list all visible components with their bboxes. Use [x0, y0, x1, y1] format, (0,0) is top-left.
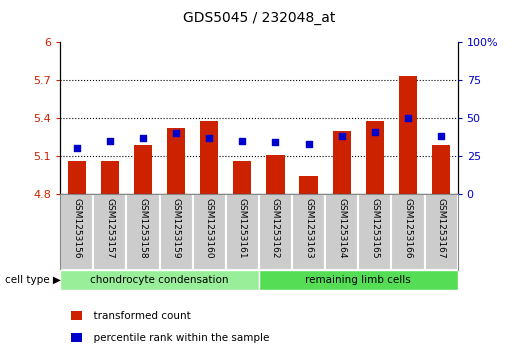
Bar	[266, 155, 285, 194]
Bar	[259, 270, 458, 290]
Text: GSM1253162: GSM1253162	[271, 198, 280, 258]
Text: GSM1253161: GSM1253161	[238, 198, 247, 259]
Bar	[399, 76, 417, 194]
Point	[304, 141, 313, 147]
Point	[337, 133, 346, 139]
Bar	[358, 194, 391, 270]
Bar	[425, 194, 458, 270]
Point	[205, 135, 213, 141]
Text: GSM1253163: GSM1253163	[304, 198, 313, 259]
Bar	[325, 194, 358, 270]
Point	[106, 138, 114, 144]
Bar	[259, 194, 292, 270]
Text: GDS5045 / 232048_at: GDS5045 / 232048_at	[183, 11, 335, 25]
Bar	[93, 194, 127, 270]
Bar	[60, 194, 93, 270]
Text: GSM1253156: GSM1253156	[72, 198, 81, 259]
Point	[371, 129, 379, 135]
Text: chondrocyte condensation: chondrocyte condensation	[90, 276, 229, 285]
Bar	[160, 194, 192, 270]
Bar	[67, 160, 86, 194]
Point	[404, 115, 412, 121]
Bar	[300, 176, 317, 194]
Bar	[366, 121, 384, 194]
Text: GSM1253165: GSM1253165	[370, 198, 379, 259]
Bar	[200, 121, 218, 194]
Text: GSM1253158: GSM1253158	[139, 198, 147, 259]
Bar	[226, 194, 259, 270]
Point	[437, 133, 445, 139]
Text: GSM1253164: GSM1253164	[337, 198, 346, 258]
Text: transformed count: transformed count	[87, 311, 191, 321]
Text: GSM1253167: GSM1253167	[437, 198, 446, 259]
Bar	[167, 128, 185, 194]
Text: remaining limb cells: remaining limb cells	[305, 276, 411, 285]
Text: percentile rank within the sample: percentile rank within the sample	[87, 333, 270, 343]
Bar	[333, 131, 351, 194]
Bar	[391, 194, 425, 270]
Point	[238, 138, 246, 144]
Point	[172, 130, 180, 136]
Text: GSM1253166: GSM1253166	[403, 198, 413, 259]
Bar	[192, 194, 226, 270]
Bar	[127, 194, 160, 270]
Point	[271, 139, 280, 145]
Point	[73, 146, 81, 151]
Bar	[60, 270, 259, 290]
Text: GSM1253160: GSM1253160	[204, 198, 214, 259]
Text: cell type ▶: cell type ▶	[5, 276, 61, 285]
Bar	[134, 144, 152, 194]
Text: GSM1253157: GSM1253157	[105, 198, 115, 259]
Point	[139, 135, 147, 141]
Bar	[292, 194, 325, 270]
Bar	[101, 160, 119, 194]
Text: GSM1253159: GSM1253159	[172, 198, 180, 259]
Bar	[432, 144, 450, 194]
Bar	[233, 160, 252, 194]
